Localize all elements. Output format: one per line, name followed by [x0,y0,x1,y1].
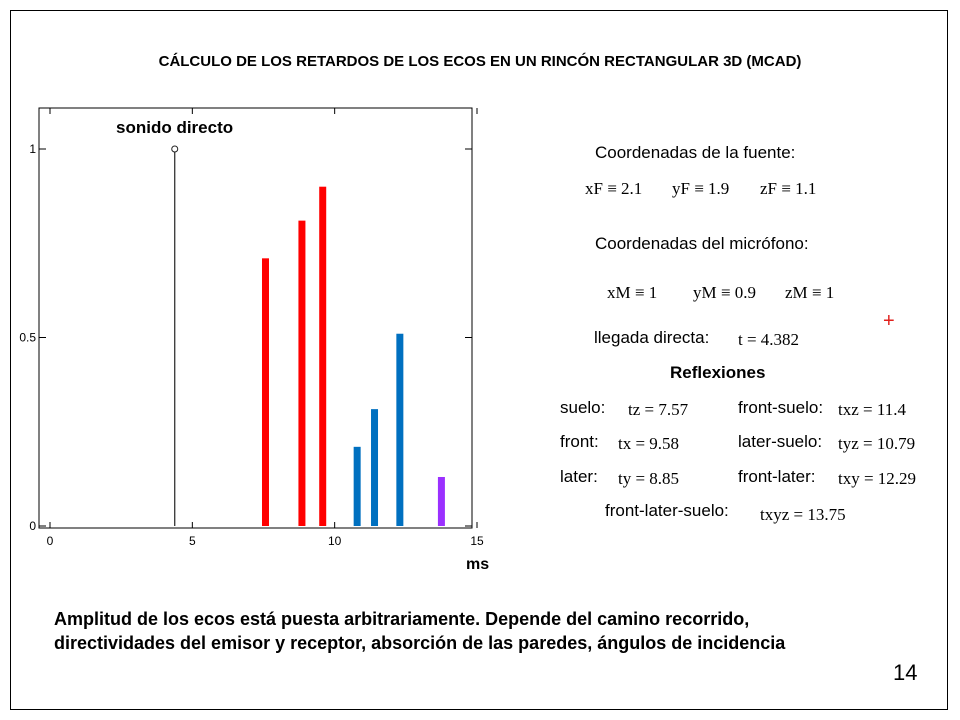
mic-coords-heading: Coordenadas del micrófono: [595,234,809,253]
bar-s2-0 [353,446,361,526]
front-side-delay-value: txy = 12.29 [838,469,917,488]
bar-s2-1 [371,409,379,526]
x-tick-label-1: 5 [189,534,196,548]
x-tick-label-0: 0 [47,534,54,548]
source-x-value: xF ≡ 2.1 [585,179,643,198]
floor-delay-value: tz = 7.57 [628,400,689,419]
front-delay-value: tx = 9.58 [618,434,680,453]
bar-s1-2 [319,186,327,526]
source-y-value: yF ≡ 1.9 [672,179,730,198]
bar-s2-2 [396,333,404,526]
bar-s1-0 [261,258,269,526]
bar-s3-0 [437,476,445,526]
front-floor-label: front-suelo: [738,398,824,417]
plus-marker: + [883,310,895,332]
y-tick-label-2: 1 [29,142,36,156]
reflections-heading: Reflexiones [670,363,766,382]
front-side-floor-label: front-later-suelo: [605,501,729,520]
y-tick-label-0: 0 [29,519,36,533]
amplitude-note-line-2: directividades del emisor y receptor, ab… [54,633,786,653]
x-tick-label-3: 15 [470,534,484,548]
front-side-floor-delay-value: txyz = 13.75 [760,505,846,524]
y-tick-label-1: 0.5 [19,331,36,345]
slide-frame [10,10,948,710]
floor-label: suelo: [560,398,606,417]
front-floor-delay-value: txz = 11.4 [838,400,906,419]
front-side-label: front-later: [738,467,816,486]
source-coords-heading: Coordenadas de la fuente: [595,143,796,162]
mic-y-value: yM ≡ 0.9 [693,283,756,302]
page-number: 14 [893,660,918,685]
side-label: later: [560,467,598,486]
x-tick-label-2: 10 [328,534,342,548]
bar-direct-sound-marker [171,145,179,153]
side-floor-delay-value: tyz = 10.79 [838,434,916,453]
direct-arrival-value: t = 4.382 [738,330,800,349]
slide-title: CÁLCULO DE LOS RETARDOS DE LOS ECOS EN U… [158,53,802,70]
direct-arrival-label: llegada directa: [594,328,710,347]
mic-x-value: xM ≡ 1 [607,283,658,302]
amplitude-note: Amplitud de los ecos está puesta arbitra… [54,607,785,655]
amplitude-note-line-1: Amplitud de los ecos está puesta arbitra… [54,609,750,629]
front-label: front: [560,432,599,451]
side-delay-value: ty = 8.85 [618,469,680,488]
bar-s1-1 [298,220,306,526]
source-z-value: zF ≡ 1.1 [760,179,817,198]
side-floor-label: later-suelo: [738,432,823,451]
direct-sound-annotation: sonido directo [116,118,234,137]
x-axis-label: ms [466,556,490,573]
mic-z-value: zM ≡ 1 [785,283,835,302]
plot-area [38,107,473,529]
